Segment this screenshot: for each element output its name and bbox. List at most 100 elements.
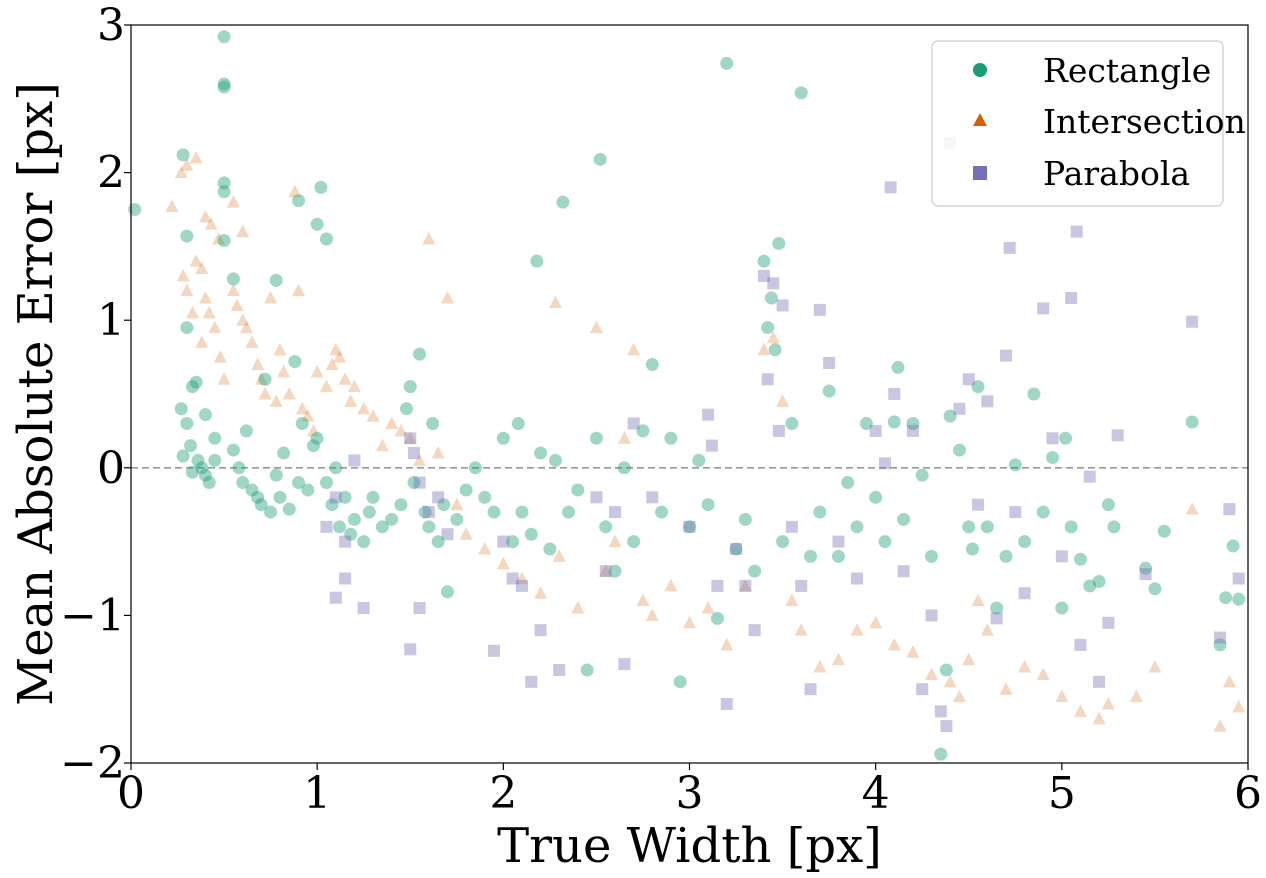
- rectangle-point: [962, 520, 976, 534]
- y-tick-label: 2: [97, 148, 125, 199]
- rectangle-point: [1055, 601, 1069, 615]
- parabola-point: [795, 579, 808, 592]
- parabola-point: [404, 643, 417, 656]
- intersection-point: [185, 305, 199, 319]
- intersection-point: [213, 350, 227, 363]
- intersection-point: [971, 593, 985, 607]
- intersection-point: [217, 372, 231, 385]
- rectangle-point: [226, 272, 240, 286]
- parabola-point: [441, 528, 454, 541]
- parabola-point: [1186, 315, 1199, 328]
- rectangle-point: [794, 86, 808, 100]
- x-tick-label: 2: [489, 768, 517, 819]
- rectangle-point: [593, 152, 607, 166]
- parabola-point: [925, 609, 938, 622]
- parabola-point: [683, 520, 696, 533]
- rectangle-point: [645, 357, 659, 371]
- parabola-point: [534, 624, 547, 637]
- intersection-point: [344, 394, 358, 407]
- intersection-point: [174, 165, 188, 179]
- parabola-point: [1093, 675, 1106, 688]
- rectangle-point: [673, 675, 687, 689]
- legend-marker-parabola: [973, 166, 987, 180]
- y-axis-title: Mean Absolute Error [px]: [8, 82, 64, 706]
- rectangle-point: [1008, 458, 1022, 472]
- intersection-point: [264, 291, 278, 304]
- rectangle-point: [608, 564, 622, 578]
- x-tick-label: 4: [862, 768, 890, 819]
- rectangle-point: [1036, 505, 1050, 519]
- rectangle-point: [217, 185, 231, 199]
- rectangle-point: [400, 402, 414, 416]
- parabola-point: [813, 303, 826, 316]
- y-tick-label: 0: [97, 443, 125, 494]
- intersection-point: [245, 335, 259, 348]
- rectangle-point: [217, 233, 231, 247]
- rectangle-point: [195, 461, 209, 475]
- rectangle-point: [232, 461, 246, 475]
- rectangle-point: [450, 512, 464, 526]
- parabola-point: [1074, 638, 1087, 651]
- rectangle-point: [208, 431, 222, 445]
- parabola-point: [981, 395, 994, 408]
- parabola-point: [1083, 470, 1096, 483]
- x-tick-label: 0: [117, 768, 145, 819]
- rectangle-point: [1185, 415, 1199, 429]
- parabola-point: [999, 349, 1012, 362]
- rectangle-point: [1157, 524, 1171, 538]
- rectangle-point: [1083, 579, 1097, 593]
- rectangle-point: [561, 505, 575, 519]
- rectangle-point: [292, 476, 306, 490]
- parabola-point: [618, 658, 631, 671]
- rectangle-point: [418, 505, 432, 519]
- intersection-point: [236, 224, 250, 238]
- rectangle-point: [1092, 574, 1106, 588]
- rectangle-point: [319, 232, 333, 246]
- rectangle-point: [422, 520, 436, 534]
- intersection-point: [292, 283, 306, 297]
- intersection-point: [757, 342, 771, 356]
- rectangle-point: [511, 417, 525, 431]
- intersection-point: [198, 291, 212, 304]
- parabola-point: [525, 675, 538, 688]
- intersection-point: [589, 320, 603, 334]
- parabola-point: [953, 402, 966, 415]
- intersection-point: [198, 209, 212, 223]
- parabola-point: [404, 432, 417, 445]
- parabola-point: [1037, 302, 1050, 315]
- intersection-point: [254, 372, 268, 385]
- rectangle-point: [636, 424, 650, 438]
- rectangle-point: [530, 254, 544, 268]
- intersection-point: [319, 379, 333, 393]
- rectangle-point: [366, 490, 380, 504]
- intersection-point: [301, 409, 315, 422]
- parabola-point: [506, 572, 519, 585]
- rectangle-point: [1046, 450, 1060, 464]
- intersection-point: [338, 372, 352, 385]
- rectangle-point: [407, 476, 421, 490]
- rectangle-point: [245, 483, 259, 497]
- rectangle-point: [757, 254, 771, 268]
- intersection-point: [189, 150, 203, 164]
- intersection-point: [422, 232, 436, 245]
- intersection-point: [1185, 502, 1199, 515]
- parabola-point: [1009, 506, 1022, 519]
- intersection-point: [385, 416, 399, 430]
- parabola-point: [884, 181, 897, 194]
- intersection-point: [329, 342, 343, 356]
- rectangle-point: [394, 498, 408, 512]
- rectangle-point: [831, 549, 845, 563]
- rectangle-point: [925, 549, 939, 563]
- intersection-point: [831, 652, 845, 666]
- intersection-point: [403, 431, 417, 444]
- parabola-point: [757, 269, 770, 282]
- parabola-point: [357, 602, 370, 615]
- rectangle-point: [785, 417, 799, 431]
- intersection-point: [683, 615, 696, 629]
- rectangle-point: [710, 611, 724, 625]
- rectangle-point: [288, 355, 302, 369]
- rectangle-point: [556, 195, 570, 209]
- intersection-point: [952, 689, 966, 703]
- intersection-point: [239, 320, 253, 334]
